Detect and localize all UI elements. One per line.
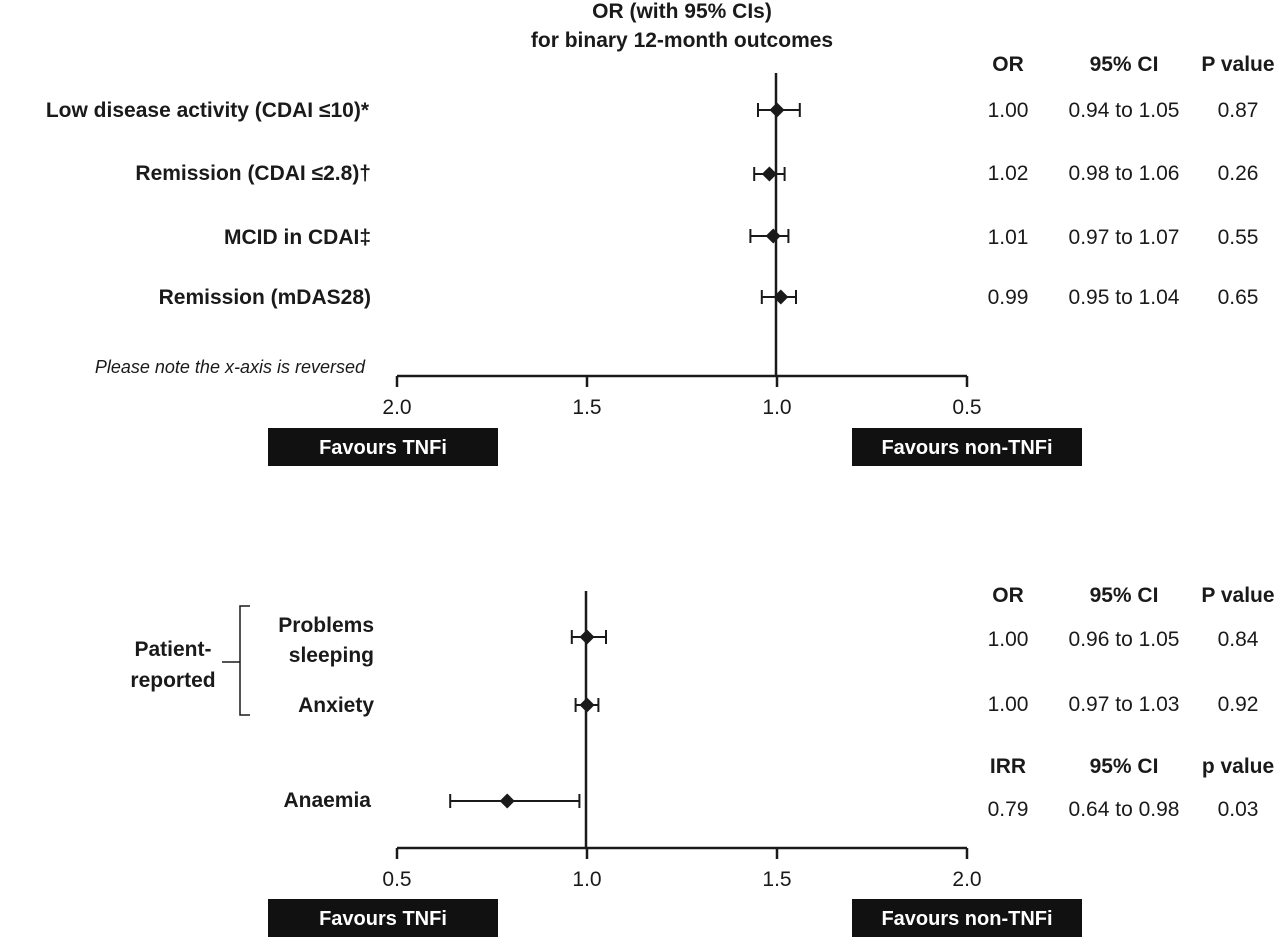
p1-or-value: 1.01: [988, 226, 1029, 249]
p1-ci-value: 0.98 to 1.06: [1069, 162, 1180, 185]
p1-row-label: Remission (CDAI ≤2.8)†: [135, 162, 371, 185]
axis-reversed-note: Please note the x-axis is reversed: [95, 357, 366, 377]
p2-ci-value: 0.96 to 1.05: [1069, 628, 1180, 651]
p2-row-label: Anxiety: [298, 694, 374, 717]
p2-or-value: 1.00: [988, 628, 1029, 651]
p1-p-value: 0.55: [1218, 226, 1259, 249]
p2-row-label-line2: sleeping: [289, 644, 374, 667]
p2-row-label: Anaemia: [283, 789, 371, 812]
p2-favours-tnfi-label: Favours TNFi: [319, 908, 447, 930]
p2-group-label-line1: Patient-: [134, 638, 211, 661]
p2-estimate-diamond: [499, 793, 515, 809]
p2-estimate-diamond: [579, 629, 595, 645]
p1-or-value: 0.99: [988, 286, 1029, 309]
p2-or-value: 1.00: [988, 693, 1029, 716]
p2-favours-tnfi-box: [268, 899, 498, 937]
p2-estimate-diamond: [579, 697, 595, 713]
p1-header-ci: 95% CI: [1090, 53, 1159, 76]
p1-row-label: Remission (mDAS28): [159, 286, 371, 309]
chart-title-line2: for binary 12-month outcomes: [531, 29, 833, 52]
p2-group-label-line2: reported: [130, 669, 215, 692]
p1-tick-label: 1.0: [762, 396, 791, 419]
p2-irr-value: 0.79: [988, 798, 1029, 821]
p2-favours-non-tnfi-label: Favours non-TNFi: [881, 908, 1052, 930]
p1-row-label: Low disease activity (CDAI ≤10)*: [46, 99, 370, 122]
p2-header-irr: IRR: [990, 755, 1026, 778]
p2-header-ci: 95% CI: [1090, 584, 1159, 607]
p1-estimate-diamond: [765, 228, 781, 244]
p1-header-or: OR: [992, 53, 1024, 76]
p1-favours-tnfi-box: [268, 428, 498, 466]
p1-favours-tnfi-label: Favours TNFi: [319, 437, 447, 459]
p2-row-label: Problems: [278, 614, 374, 637]
p2-header-p: P value: [1201, 584, 1274, 607]
p2-tick-label: 2.0: [952, 868, 981, 891]
p1-ci-value: 0.95 to 1.04: [1069, 286, 1180, 309]
p1-p-value: 0.26: [1218, 162, 1259, 185]
p1-p-value: 0.65: [1218, 286, 1259, 309]
p2-ci-value: 0.64 to 0.98: [1069, 798, 1180, 821]
p1-favours-non-tnfi-label: Favours non-TNFi: [881, 437, 1052, 459]
p2-ci-value: 0.97 to 1.03: [1069, 693, 1180, 716]
p2-favours-non-tnfi-box: [852, 899, 1082, 937]
p1-favours-non-tnfi-box: [852, 428, 1082, 466]
chart-title-line1: OR (with 95% CIs): [592, 0, 772, 23]
p1-tick-label: 2.0: [382, 396, 411, 419]
p1-or-value: 1.00: [988, 99, 1029, 122]
p2-header-ci-2: 95% CI: [1090, 755, 1159, 778]
p2-tick-label: 1.5: [762, 868, 791, 891]
p1-ci-value: 0.97 to 1.07: [1069, 226, 1180, 249]
p2-group-bracket: [222, 605, 250, 716]
p1-tick-label: 0.5: [952, 396, 981, 419]
p1-estimate-diamond: [769, 102, 785, 118]
p2-header-or: OR: [992, 584, 1024, 607]
p1-p-value: 0.87: [1218, 99, 1259, 122]
p2-p-value: 0.84: [1218, 628, 1259, 651]
p2-tick-label: 1.0: [572, 868, 601, 891]
p2-header-p-2: p value: [1202, 755, 1274, 778]
p1-ci-value: 0.94 to 1.05: [1069, 99, 1180, 122]
p1-or-value: 1.02: [988, 162, 1029, 185]
p2-p-value: 0.03: [1218, 798, 1259, 821]
p2-ci-whisker: [449, 794, 581, 808]
p1-estimate-diamond: [773, 289, 789, 305]
p1-header-p: P value: [1201, 53, 1274, 76]
p2-tick-label: 0.5: [382, 868, 411, 891]
p1-row-label: MCID in CDAI‡: [224, 226, 371, 249]
p2-p-value: 0.92: [1218, 693, 1259, 716]
p1-tick-label: 1.5: [572, 396, 601, 419]
p1-estimate-diamond: [761, 166, 777, 182]
